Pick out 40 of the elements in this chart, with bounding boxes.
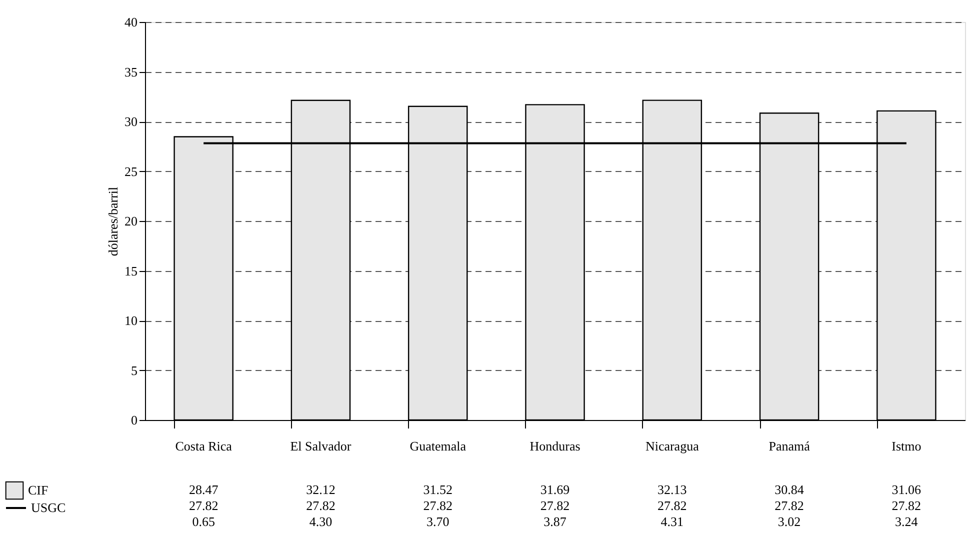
y-tick-label: 30 xyxy=(124,114,138,129)
y-axis-title: dólares/barril xyxy=(106,186,120,256)
data-label: 32.12 xyxy=(306,482,336,497)
y-tick-label: 15 xyxy=(124,263,138,278)
data-label: 27.82 xyxy=(892,498,922,513)
x-tick-label: Honduras xyxy=(530,438,580,454)
data-label: 27.82 xyxy=(306,498,336,513)
data-label: 27.82 xyxy=(423,498,452,513)
x-tick-label: Istmo xyxy=(892,438,922,454)
text: 3.24 xyxy=(895,514,918,529)
x-tick-label: El Salvador xyxy=(290,438,352,454)
text: 3.70 xyxy=(426,514,450,529)
data-label: 28.47 xyxy=(188,482,219,497)
data-label: 27.82 xyxy=(188,498,218,513)
x-tick-label: Nicaragua xyxy=(645,438,700,454)
data-label: 31.69 xyxy=(540,482,570,497)
data-label: 32.13 xyxy=(658,482,687,497)
legend-label: CIF xyxy=(28,482,48,498)
x-tick-label: Costa Rica xyxy=(175,438,232,454)
text: 0.65 xyxy=(192,514,215,529)
data-label: 30.84 xyxy=(774,482,804,497)
data-label: 27.82 xyxy=(774,498,804,513)
y-tick-label: 0 xyxy=(131,412,138,428)
text: 3.02 xyxy=(778,514,801,529)
x-tick-label: Guatemala xyxy=(410,438,466,454)
y-tick-label: 10 xyxy=(124,313,138,328)
data-label: 31.06 xyxy=(892,482,922,497)
text: 4.30 xyxy=(309,514,332,529)
y-tick-label: 25 xyxy=(124,164,138,179)
data-label: 27.82 xyxy=(658,498,687,513)
y-tick-label: 40 xyxy=(124,14,138,30)
legend-label: USGC xyxy=(31,500,66,515)
data-label: 31.52 xyxy=(423,482,452,497)
data-label: 27.82 xyxy=(540,498,570,513)
text: 3.87 xyxy=(544,514,567,529)
x-tick-label: Panamá xyxy=(768,438,810,454)
y-tick-label: 20 xyxy=(124,214,138,228)
y-tick-label: 5 xyxy=(131,362,138,378)
text: 4.31 xyxy=(660,514,684,529)
y-tick-label: 35 xyxy=(124,64,138,80)
